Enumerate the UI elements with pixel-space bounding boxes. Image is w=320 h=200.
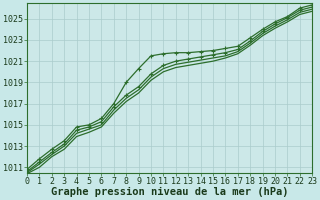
X-axis label: Graphe pression niveau de la mer (hPa): Graphe pression niveau de la mer (hPa) xyxy=(51,187,288,197)
